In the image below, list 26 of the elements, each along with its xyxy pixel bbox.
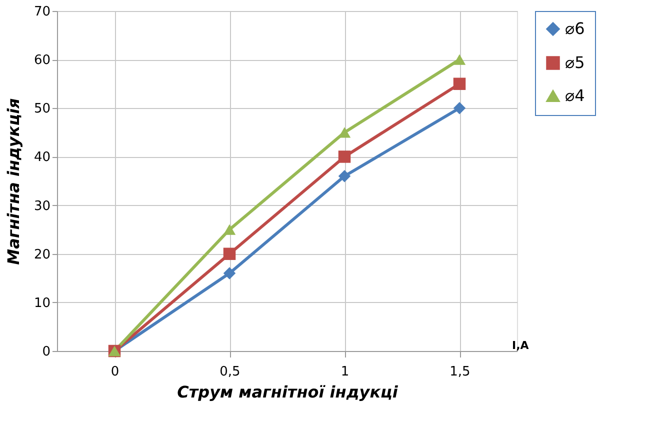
point	[223, 267, 236, 280]
point	[338, 150, 351, 163]
y-tick-label: 10	[34, 296, 50, 311]
y-tick-label: 40	[34, 150, 50, 166]
point	[453, 78, 466, 90]
legend-label: ⌀5	[565, 53, 585, 72]
y-tick-label: 0	[42, 344, 50, 360]
legend-label: ⌀4	[565, 86, 585, 105]
point	[453, 102, 466, 114]
x-axis-title: Струм магнітноï індукці	[177, 382, 398, 402]
y-tick-label: 20	[34, 247, 50, 262]
x-tick-label: 1,5	[450, 364, 470, 380]
y-axis-title: Магнітна індукція	[4, 98, 23, 265]
legend-label: ⌀6	[565, 19, 585, 38]
x-tick-label: 0	[110, 364, 120, 380]
x-tick-label: 1	[340, 364, 350, 380]
point	[223, 248, 236, 260]
y-tick-label: 70	[34, 4, 50, 20]
point	[338, 170, 351, 182]
y-tick-label: 50	[34, 102, 50, 117]
y-tick-label: 60	[34, 53, 50, 68]
y-tick-label: 30	[34, 198, 50, 214]
x-tick-label: 0,5	[220, 364, 240, 380]
point	[453, 54, 466, 65]
annotation: I,A	[512, 339, 530, 352]
point	[223, 224, 236, 235]
